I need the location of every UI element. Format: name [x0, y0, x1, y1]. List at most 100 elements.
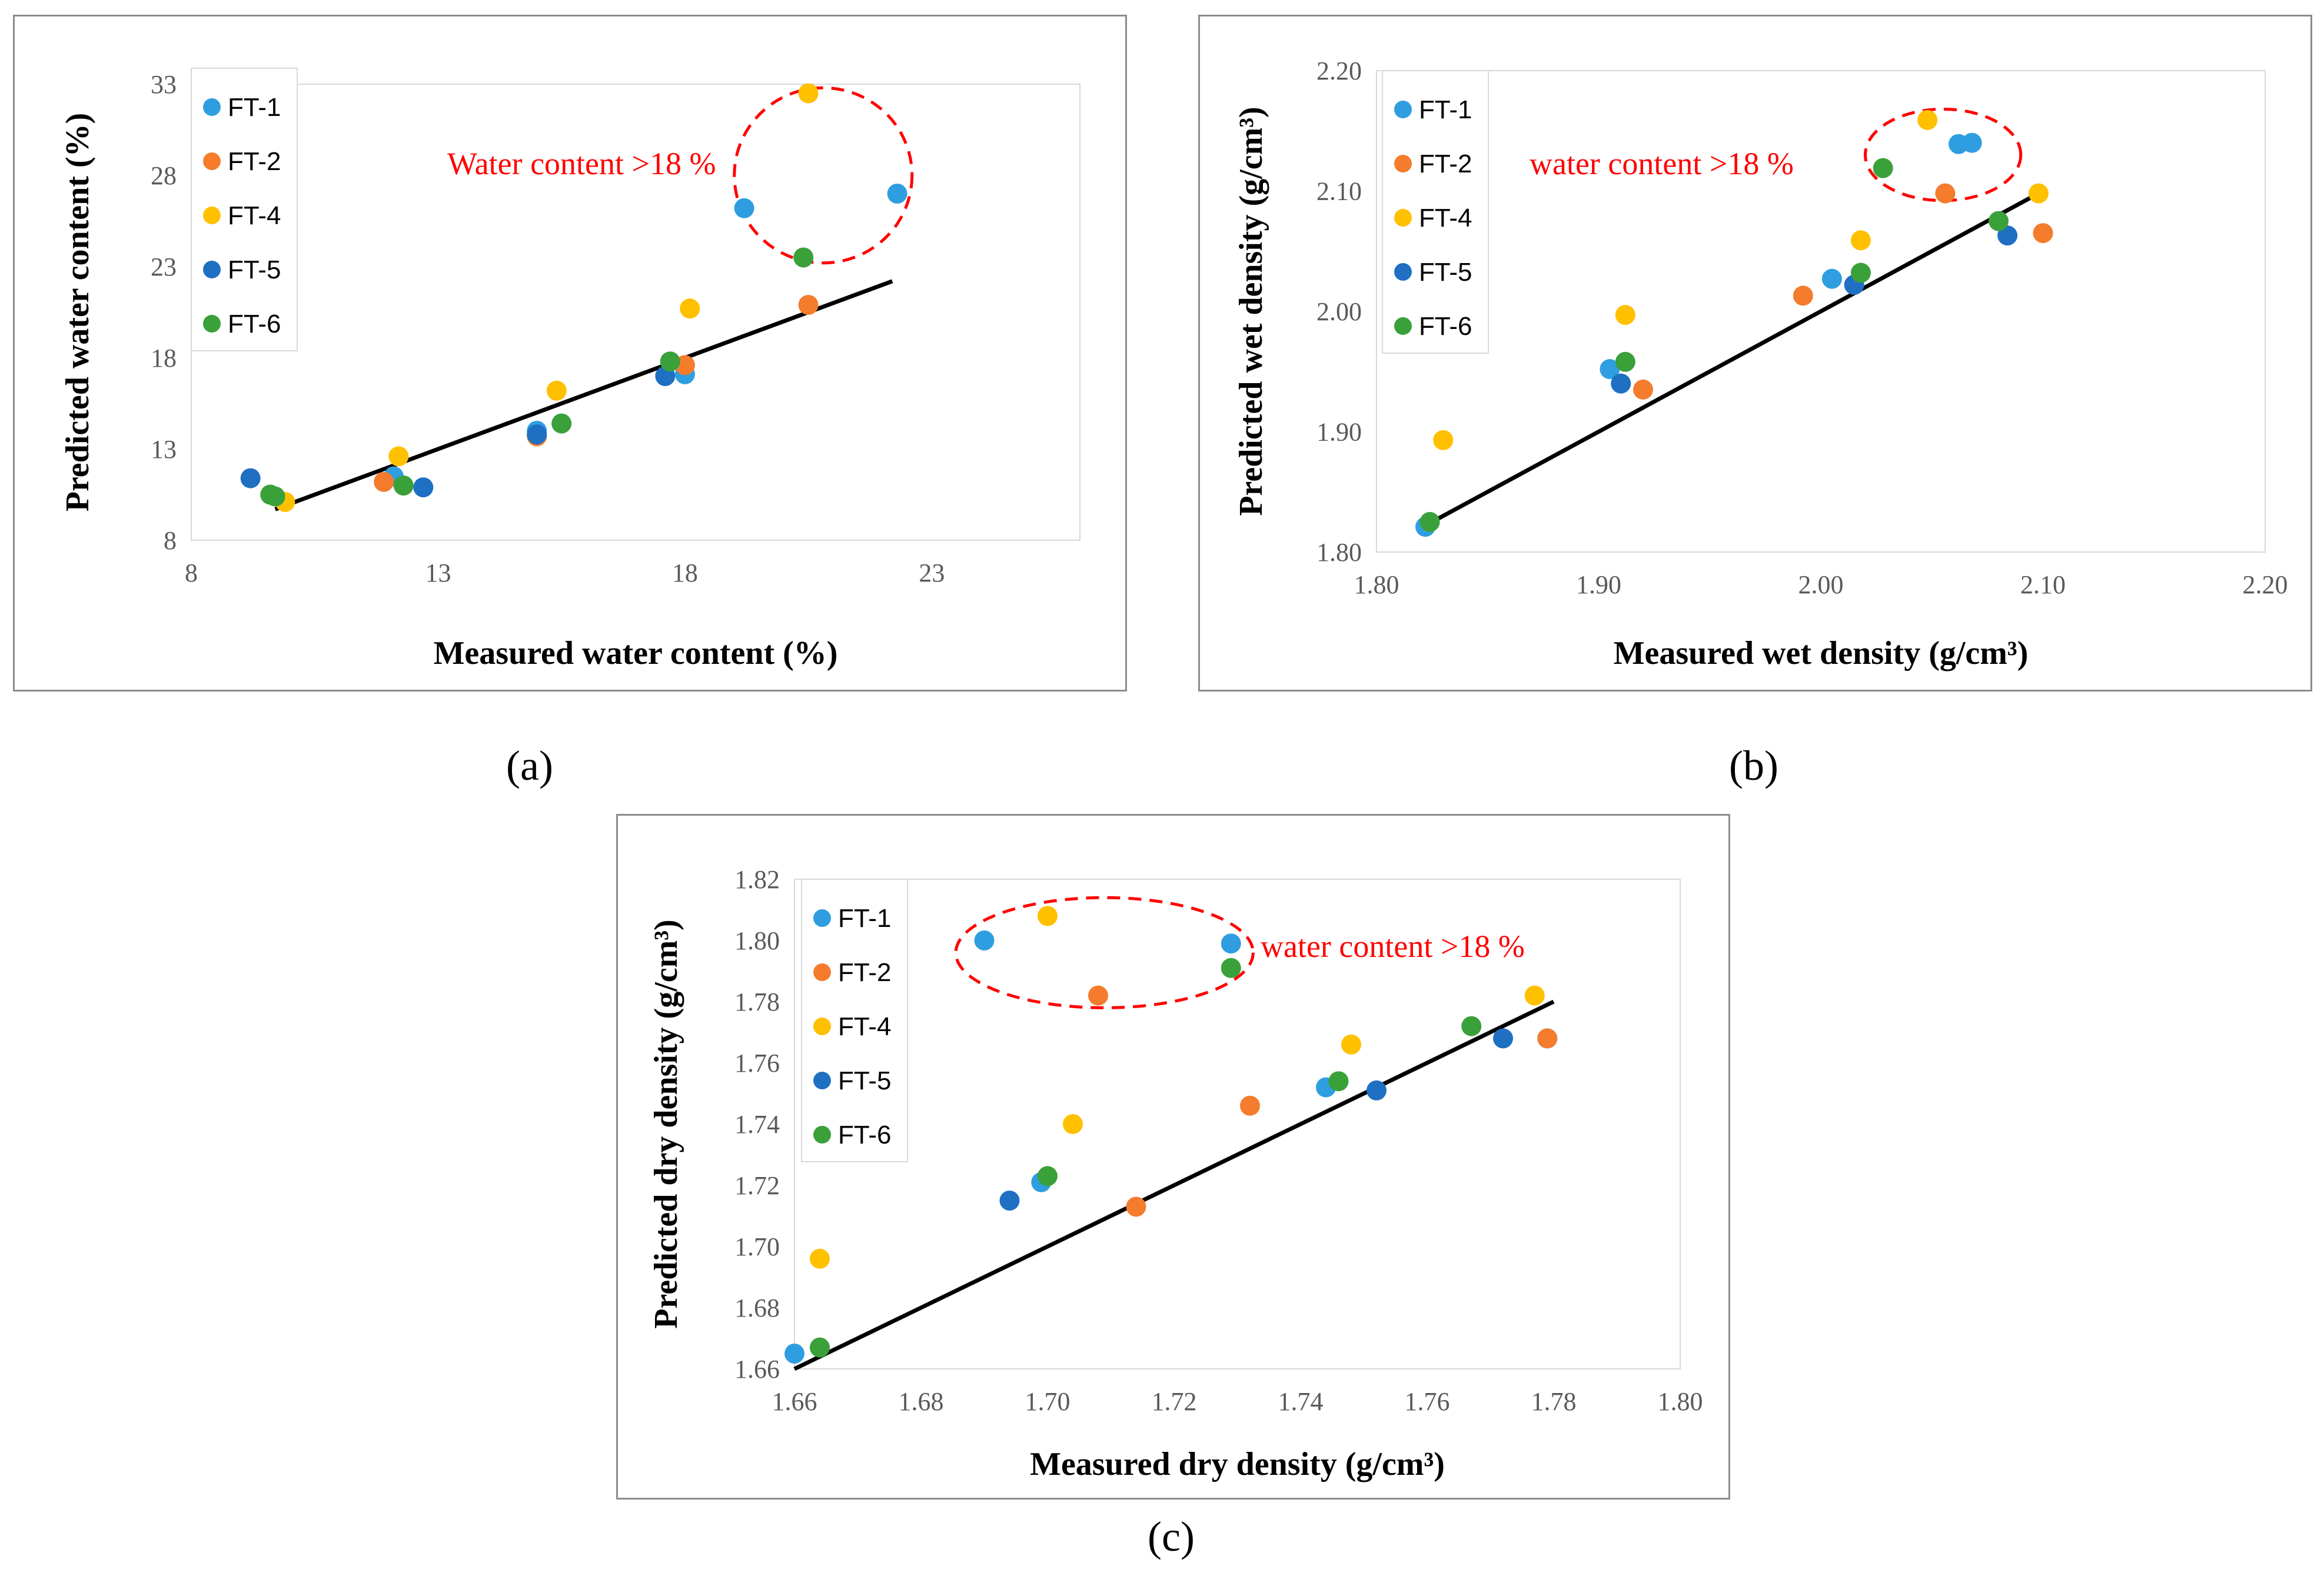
chart-b-annotation: water content >18 % — [1530, 146, 1794, 181]
chart-b-y-axis-title: Predicted wet density (g/cm³) — [1233, 107, 1269, 516]
chart-c-point-ft-5 — [999, 1191, 1020, 1211]
chart-b-svg: 1.80 1.90 2.00 2.10 2.20 1.80 1.90 2.00 2.10 2.20… — [1233, 56, 2288, 672]
chart-a-point-ft-6 — [793, 247, 814, 268]
chart-c-xtick-label: 1.66 — [772, 1387, 817, 1416]
chart-b-plot-area — [1376, 70, 2266, 553]
chart-c-point-ft-1 — [1221, 933, 1241, 954]
chart-b-point-ft-4 — [1850, 230, 1871, 251]
chart-c-point-ft-4 — [1063, 1114, 1083, 1134]
chart-b-point-ft-6 — [1873, 158, 1893, 178]
chart-a-ytick-label: 18 — [151, 344, 177, 373]
chart-c-ytick-label: 1.76 — [734, 1049, 780, 1078]
chart-a-point-ft-6 — [393, 476, 414, 496]
chart-b-point-ft-1 — [1600, 359, 1620, 380]
chart-b-legend-marker — [1394, 263, 1412, 281]
chart-a-point-ft-1 — [887, 184, 907, 204]
chart-a-point-ft-2 — [798, 295, 819, 315]
chart-panel-a: 8 13 18 23 8 13 18 23 28 33 Measured water content… — [13, 15, 1127, 692]
chart-a-xtick-label: 13 — [425, 559, 451, 587]
chart-b-point-ft-2 — [1935, 183, 1956, 204]
chart-c-xtick-label: 1.70 — [1025, 1387, 1070, 1416]
chart-c-legend-label: FT-5 — [838, 1066, 891, 1095]
chart-b-legend: FT-1 FT-2 FT-4 FT-5 FT-6 — [1382, 70, 1489, 354]
chart-c-ytick-label: 1.72 — [734, 1171, 780, 1200]
chart-b-point-ft-1 — [1821, 268, 1842, 289]
chart-b-xtick-label: 2.00 — [1798, 570, 1844, 599]
chart-a-point-ft-5 — [527, 424, 547, 445]
chart-c-xtick-label: 1.68 — [899, 1387, 944, 1416]
chart-c-legend-marker — [813, 963, 831, 981]
chart-a-legend-marker — [203, 315, 221, 333]
chart-b-point-ft-2 — [1793, 285, 1813, 306]
chart-c-legend-marker — [813, 909, 831, 927]
chart-a-point-ft-4 — [388, 446, 409, 467]
chart-c-annotation: water content >18 % — [1261, 929, 1525, 964]
caption-a: (a) — [506, 742, 553, 789]
chart-a-point-ft-4 — [798, 83, 819, 104]
chart-c-xtick-label: 1.76 — [1405, 1387, 1450, 1416]
chart-a-point-ft-6 — [660, 351, 680, 372]
chart-b-point-ft-1 — [1961, 132, 1982, 153]
chart-c-plot-area — [794, 879, 1681, 1369]
chart-b-ytick-label: 1.80 — [1316, 538, 1362, 567]
chart-a-ytick-label: 28 — [151, 161, 177, 190]
chart-c-point-ft-6 — [810, 1337, 830, 1358]
chart-a-y-axis-title: Predicted water content (%) — [59, 113, 96, 512]
chart-a-point-ft-5 — [240, 468, 261, 488]
chart-c-point-ft-4 — [1038, 906, 1058, 926]
chart-b-xtick-label: 2.10 — [2020, 570, 2066, 599]
chart-c-point-ft-5 — [1367, 1080, 1387, 1101]
chart-panel-c: 1.66 1.68 1.70 1.72 1.74 1.76 1.78 1.80 1.66 1.68… — [616, 814, 1730, 1500]
chart-c-xtick-label: 1.78 — [1531, 1387, 1577, 1416]
chart-a-svg: 8 13 18 23 8 13 18 23 28 33 Measured water content… — [59, 68, 1080, 672]
chart-a-legend-label: FT-5 — [228, 255, 281, 284]
chart-a-legend-label: FT-1 — [228, 93, 281, 122]
chart-b-legend-label: FT-1 — [1419, 95, 1472, 124]
chart-c-point-ft-1 — [784, 1344, 804, 1364]
chart-a-highlight-ellipse — [733, 86, 914, 265]
chart-b-xtick-label: 1.80 — [1354, 570, 1399, 599]
chart-a-x-axis-title: Measured water content (%) — [434, 635, 838, 672]
chart-c-fit-line — [793, 999, 1555, 1371]
chart-a-xtick-label: 18 — [672, 559, 698, 587]
chart-b-point-ft-6 — [1850, 262, 1871, 283]
chart-a-xtick-label: 23 — [919, 559, 945, 587]
chart-c-legend-marker — [813, 1018, 831, 1035]
chart-b-legend-marker — [1394, 209, 1412, 227]
chart-c-point-ft-6 — [1038, 1166, 1058, 1186]
chart-b-legend-label: FT-4 — [1419, 204, 1472, 232]
caption-b: (b) — [1729, 742, 1778, 789]
chart-b-legend-label: FT-2 — [1419, 149, 1472, 178]
chart-c-xtick-label: 1.80 — [1658, 1387, 1703, 1416]
chart-b-point-ft-6 — [1419, 511, 1440, 532]
chart-c-legend-marker — [813, 1072, 831, 1089]
chart-a-ytick-label: 13 — [151, 435, 177, 464]
chart-c-legend-label: FT-4 — [838, 1012, 891, 1041]
chart-b-xtick-label: 2.20 — [2243, 570, 2288, 599]
chart-c-point-ft-2 — [1240, 1095, 1260, 1116]
chart-b-point-ft-6 — [1615, 351, 1635, 372]
chart-c-legend-label: FT-1 — [838, 904, 891, 933]
chart-b-point-ft-5 — [1611, 373, 1631, 394]
chart-a-legend-label: FT-6 — [228, 310, 281, 338]
chart-b-legend-marker — [1394, 317, 1412, 335]
chart-a-legend: FT-1 FT-2 FT-4 FT-5 FT-6 — [191, 68, 298, 351]
chart-b-xtick-label: 1.90 — [1576, 570, 1621, 599]
chart-c-point-ft-4 — [810, 1248, 830, 1269]
chart-b-point-ft-5 — [1997, 225, 2018, 246]
chart-c-ytick-label: 1.82 — [734, 865, 780, 894]
chart-a-legend-marker — [203, 261, 221, 278]
chart-a-legend-marker — [203, 207, 221, 224]
chart-c-point-ft-2 — [1088, 985, 1108, 1006]
chart-b-ytick-label: 1.90 — [1316, 418, 1362, 447]
chart-b-fit-line — [1424, 189, 2044, 528]
chart-c-xtick-label: 1.72 — [1152, 1387, 1197, 1416]
chart-a-ytick-label: 8 — [164, 526, 177, 555]
chart-c-y-axis-title: Predicted dry density (g/cm³) — [648, 919, 684, 1328]
chart-c-ytick-label: 1.70 — [734, 1232, 780, 1261]
chart-c-point-ft-4 — [1524, 985, 1545, 1006]
chart-c-xtick-label: 1.74 — [1278, 1387, 1324, 1416]
chart-c-point-ft-4 — [1341, 1034, 1361, 1055]
chart-c-point-ft-1 — [974, 930, 995, 950]
chart-b-point-ft-6 — [1989, 211, 2009, 231]
